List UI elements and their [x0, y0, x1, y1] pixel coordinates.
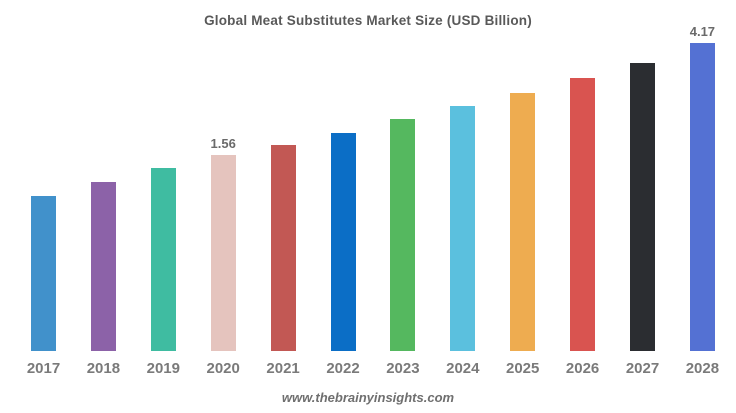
bar-2022	[330, 133, 356, 351]
bar-value-label-2020: 1.56	[210, 136, 236, 151]
bar-2017	[31, 196, 56, 351]
x-tick-label-2027: 2027	[625, 360, 660, 377]
x-tick-label-2022: 2022	[326, 360, 360, 377]
x-tick-label-2021: 2021	[266, 360, 300, 377]
chart-title: Global Meat Substitutes Market Size (USD…	[204, 13, 532, 28]
watermark: www.thebrainyinsights.com	[281, 390, 455, 405]
bar-2024	[450, 106, 476, 351]
bar-2023	[390, 119, 416, 351]
bar-2025	[510, 93, 536, 351]
bar-2021	[270, 145, 296, 351]
x-tick-label-2019: 2019	[146, 360, 180, 377]
bar-2020	[210, 155, 236, 351]
x-tick-label-2024: 2024	[446, 360, 480, 377]
x-tick-label-2023: 2023	[386, 360, 420, 377]
x-tick-label-2026: 2026	[565, 360, 600, 377]
x-tick-label-2018: 2018	[86, 360, 121, 377]
bar-2027	[630, 63, 655, 351]
x-tick-label-2028: 2028	[685, 360, 720, 377]
bar-value-label-2028: 4.17	[689, 24, 716, 39]
x-tick-label-2020: 2020	[206, 360, 240, 377]
x-tick-label-2025: 2025	[506, 360, 540, 377]
bar-2018	[90, 182, 116, 351]
bar-2019	[150, 168, 176, 351]
bar-2026	[570, 78, 596, 351]
bar-2028	[689, 43, 715, 351]
x-tick-label-2017: 2017	[26, 360, 61, 377]
